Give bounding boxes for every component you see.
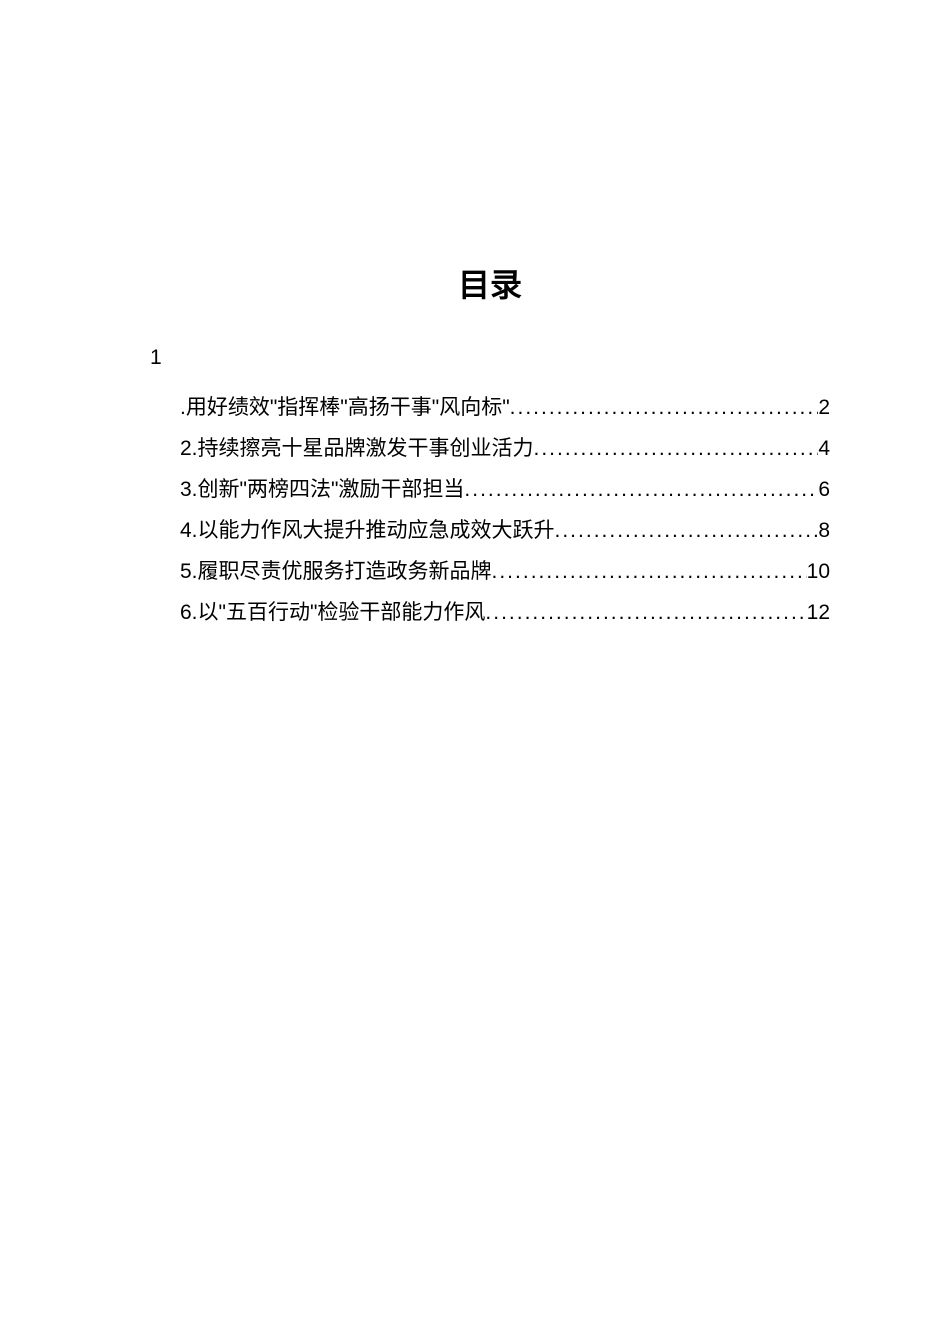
toc-entry-page: 2 [818, 388, 830, 429]
toc-entry: 6.以"五百行动"检验干部能力作风 ......................… [180, 593, 830, 634]
document-page: 目录 1 .用好绩效"指挥棒"高扬干事"风向标" ...............… [0, 0, 950, 634]
leading-number: 1 [150, 346, 830, 370]
toc-dots: ........................................… [534, 429, 819, 470]
toc-title: 目录 [150, 260, 830, 306]
toc-dots: ........................................… [510, 388, 819, 429]
toc-entry: 3.创新"两榜四法"激励干部担当 .......................… [180, 470, 830, 511]
toc-entry: 5.履职尽责优服务打造政务新品牌 .......................… [180, 552, 830, 593]
toc-entry-page: 10 [807, 552, 830, 593]
toc-list: .用好绩效"指挥棒"高扬干事"风向标" ....................… [180, 388, 830, 634]
toc-entry-text: 6.以"五百行动"检验干部能力作风 [180, 593, 485, 634]
toc-entry-text: 2.持续擦亮十星品牌激发干事创业活力 [180, 429, 534, 470]
toc-entry-page: 12 [807, 593, 830, 634]
toc-dots: ........................................… [485, 593, 806, 634]
toc-entry-text: .用好绩效"指挥棒"高扬干事"风向标" [180, 388, 510, 429]
toc-entry-text: 5.履职尽责优服务打造政务新品牌 [180, 552, 492, 593]
toc-entry-page: 4 [818, 429, 830, 470]
toc-entry: 4.以能力作风大提升推动应急成效大跃升 ....................… [180, 511, 830, 552]
toc-entry: .用好绩效"指挥棒"高扬干事"风向标" ....................… [180, 388, 830, 429]
toc-dots: ........................................… [492, 552, 807, 593]
toc-entry-text: 3.创新"两榜四法"激励干部担当 [180, 470, 464, 511]
toc-dots: ........................................… [555, 511, 819, 552]
toc-entry-text: 4.以能力作风大提升推动应急成效大跃升 [180, 511, 555, 552]
toc-dots: ........................................… [464, 470, 818, 511]
toc-entry-page: 6 [818, 470, 830, 511]
toc-entry-page: 8 [818, 511, 830, 552]
toc-entry: 2.持续擦亮十星品牌激发干事创业活力 .....................… [180, 429, 830, 470]
